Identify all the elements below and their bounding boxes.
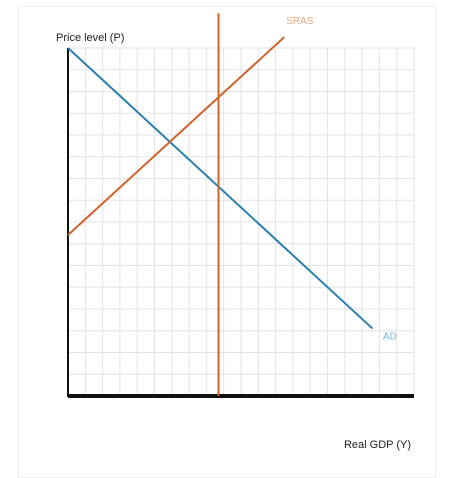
lras-label: LRAS [205, 0, 231, 3]
ad-curve [67, 47, 374, 330]
chart: LRAS SRAS AD Price level (P) Real GDP (Y) [56, 0, 415, 451]
grid [67, 47, 415, 397]
y-axis-label: Price level (P) [56, 32, 124, 44]
sras-label: SRAS [286, 16, 314, 27]
series-layer [67, 13, 374, 396]
x-axis-label: Real GDP (Y) [344, 439, 411, 451]
sras-curve [67, 36, 285, 236]
curve-labels: LRAS SRAS AD [205, 0, 396, 342]
ad-label: AD [383, 331, 397, 342]
chart-card [18, 6, 436, 478]
